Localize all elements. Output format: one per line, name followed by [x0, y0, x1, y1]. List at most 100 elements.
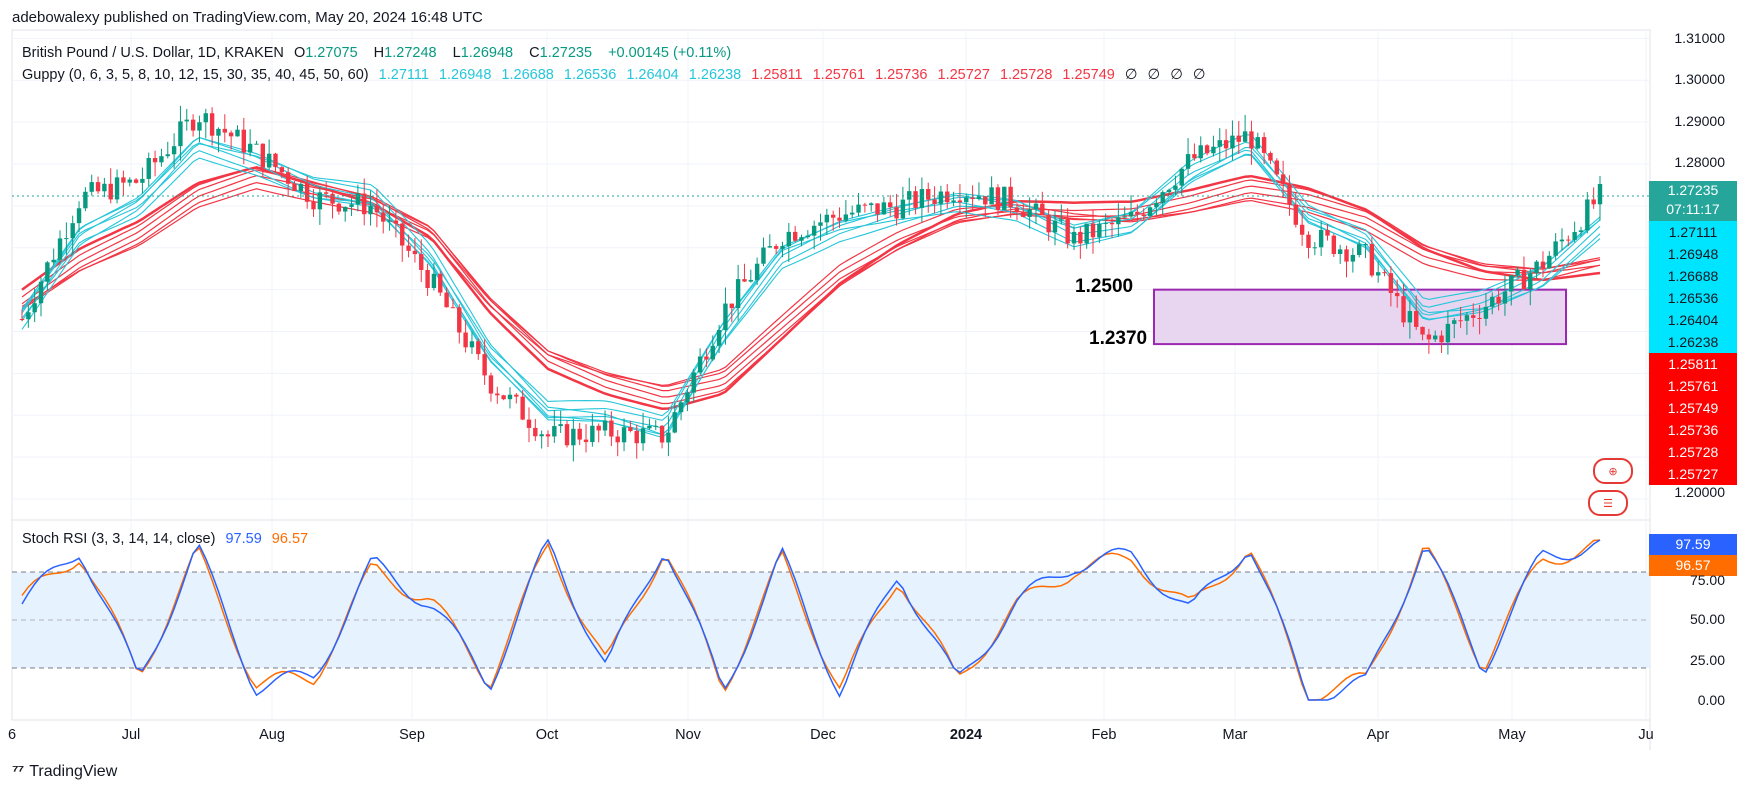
guppy-empty-value: ∅: [1147, 67, 1161, 83]
time-axis-label: Oct: [535, 727, 559, 743]
symbol-name[interactable]: British Pound / U.S. Dollar, 1D, KRAKEN: [22, 45, 284, 61]
bullish-candle: [621, 427, 627, 443]
bullish-candle: [1071, 231, 1077, 244]
bearish-candle: [476, 341, 481, 355]
stoch-axis-label: 50.00: [1689, 611, 1725, 627]
bearish-candle: [1521, 269, 1527, 290]
guppy-slow-tag: 1.25736: [1649, 419, 1737, 441]
bearish-candle: [520, 396, 525, 420]
bearish-candle: [615, 436, 620, 443]
bearish-candle: [330, 193, 335, 204]
bullish-candle: [938, 191, 944, 204]
stoch-rsi-label[interactable]: Stoch RSI (3, 3, 14, 14, close): [22, 531, 216, 547]
bullish-candle: [869, 203, 874, 206]
guppy-label[interactable]: Guppy (0, 6, 3, 5, 8, 10, 12, 15, 30, 35…: [22, 67, 369, 83]
time-axis-label: Dec: [810, 727, 836, 743]
bearish-candle: [285, 172, 291, 184]
bearish-candle: [514, 394, 519, 397]
guppy-fast-value: 1.26948: [438, 67, 492, 83]
bullish-candle: [748, 279, 753, 282]
time-axis-label: 2024: [949, 727, 983, 743]
bearish-candle: [501, 395, 506, 400]
bullish-candle: [76, 208, 82, 224]
bullish-candle: [247, 143, 253, 153]
bullish-candle: [1375, 272, 1381, 276]
bearish-candle: [1204, 145, 1210, 154]
bearish-candle: [1395, 292, 1400, 297]
guppy-fast-value: 1.26238: [688, 67, 742, 83]
guppy-slow-value: 1.25728: [999, 67, 1053, 83]
bullish-candle: [640, 428, 646, 444]
bullish-candle: [811, 225, 817, 236]
bullish-candle: [1179, 168, 1184, 186]
bearish-candle: [875, 203, 880, 215]
bullish-candle: [1502, 291, 1508, 304]
bearish-candle: [1591, 199, 1596, 205]
bullish-candle: [552, 426, 557, 437]
bearish-candle: [495, 393, 500, 396]
gbp-flag-icon[interactable]: ⊕: [1593, 458, 1633, 484]
bullish-candle: [266, 153, 272, 168]
bearish-candle: [463, 332, 468, 348]
usd-flag-icon[interactable]: ☰: [1588, 490, 1628, 516]
bullish-candle: [1597, 183, 1603, 205]
bearish-candle: [1496, 296, 1501, 304]
bullish-candle: [355, 193, 361, 205]
guppy-fast-line: [21, 150, 1601, 421]
bullish-candle: [1515, 269, 1520, 276]
bullish-candle: [1211, 146, 1216, 154]
time-axis-label: Jul: [121, 727, 141, 743]
bearish-candle: [1325, 229, 1330, 236]
stoch-rsi-legend: Stoch RSI (3, 3, 14, 14, close) 97.59 96…: [22, 531, 308, 547]
bearish-candle: [133, 179, 139, 183]
bearish-candle: [729, 303, 734, 309]
bullish-candle: [1173, 185, 1178, 190]
bullish-candle: [1407, 311, 1413, 323]
bearish-candle: [95, 182, 101, 192]
bullish-candle: [1559, 239, 1565, 242]
bullish-candle: [127, 179, 132, 183]
bearish-candle: [596, 425, 601, 431]
bearish-candle: [406, 245, 411, 251]
guppy-fast-line: [21, 146, 1601, 417]
bearish-candle: [1306, 234, 1311, 248]
guppy-fast-tag: 1.26948: [1649, 243, 1737, 265]
bullish-candle: [1154, 202, 1159, 208]
bearish-candle: [1223, 140, 1229, 149]
bearish-candle: [564, 424, 570, 446]
bullish-candle: [38, 281, 44, 304]
bearish-candle: [374, 205, 380, 213]
bearish-candle: [323, 192, 329, 194]
guppy-fast-line: [21, 137, 1601, 436]
time-axis-label: Mar: [1222, 727, 1248, 743]
bearish-candle: [830, 214, 836, 218]
bearish-candle: [1065, 219, 1070, 244]
stoch-k-tag: 97.59: [1649, 534, 1737, 555]
guppy-slow-value: 1.25811: [751, 67, 803, 83]
guppy-slow-tag: 1.25727: [1649, 463, 1737, 485]
guppy-slow-line: [21, 181, 1601, 387]
bullish-candle: [716, 330, 722, 346]
bullish-candle: [102, 183, 107, 192]
bearish-candle: [1249, 131, 1254, 149]
tradingview-logo[interactable]: ⁷⁷ TradingView: [12, 763, 117, 781]
bearish-candle: [634, 430, 639, 444]
bullish-candle: [140, 178, 145, 183]
bullish-candle: [666, 432, 671, 443]
bearish-candle: [609, 420, 614, 437]
bullish-candle: [780, 246, 785, 249]
bearish-candle: [1014, 207, 1020, 213]
time-axis-label: Sep: [399, 727, 425, 743]
bullish-candle: [907, 191, 912, 200]
bullish-candle: [1185, 154, 1191, 169]
guppy-legend: Guppy (0, 6, 3, 5, 8, 10, 12, 15, 30, 35…: [22, 67, 1212, 83]
bearish-candle: [983, 196, 988, 205]
bullish-candle: [235, 129, 240, 137]
bullish-candle: [146, 158, 151, 179]
bullish-candle: [1128, 211, 1134, 217]
bearish-candle: [1040, 203, 1045, 215]
bullish-candle: [1578, 230, 1584, 232]
stoch-d-line: [21, 539, 1601, 701]
bullish-candle: [685, 392, 690, 403]
